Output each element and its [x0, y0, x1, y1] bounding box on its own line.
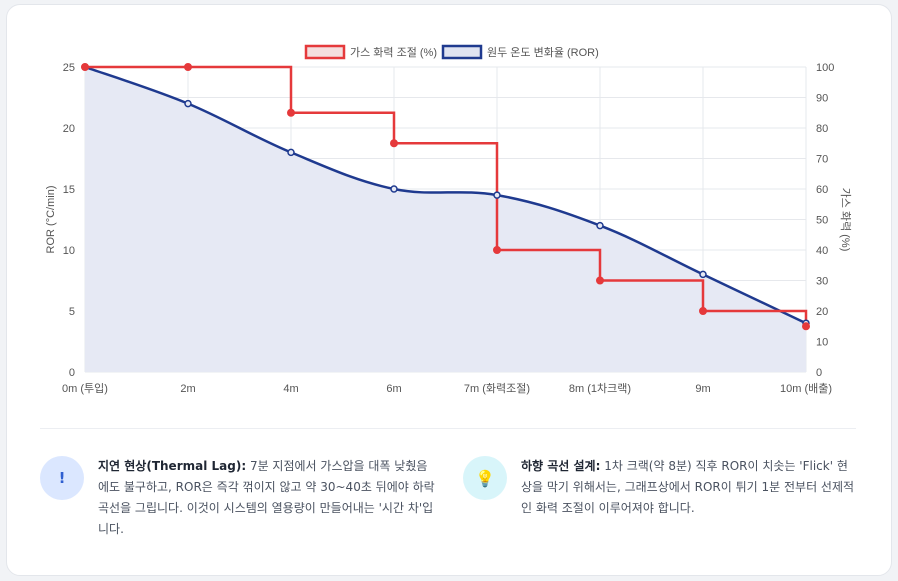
y2-tick-label: 100: [816, 62, 834, 74]
legend-label: 원두 온도 변화율 (ROR): [487, 46, 599, 59]
gas-point[interactable]: [81, 63, 89, 71]
y2-tick-label: 90: [816, 93, 828, 105]
gas-point[interactable]: [184, 63, 192, 71]
y2-tick-label: 30: [816, 276, 828, 288]
y2-tick-label: 60: [816, 184, 828, 196]
y2-tick-label: 70: [816, 154, 828, 166]
chart-legend[interactable]: 가스 화력 조절 (%) 원두 온도 변화율 (ROR): [304, 44, 599, 60]
gas-point[interactable]: [596, 276, 604, 285]
y-axis-label: ROR (°C/min): [45, 186, 57, 254]
ror-point[interactable]: [390, 185, 398, 193]
divider: [40, 428, 856, 429]
ror-point[interactable]: [596, 221, 604, 230]
ror-area-fill: [85, 67, 806, 372]
x-tick-label: 9m: [695, 383, 710, 395]
x-tick-label: 0m (투입): [62, 382, 108, 395]
x-tick-label: 2m: [180, 383, 195, 395]
y-tick-label: 20: [63, 123, 75, 135]
note-body: 7분 지점에서 가스압을 대폭 낮췄음에도 불구하고, ROR은 즉각 꺾이지 …: [98, 459, 435, 536]
note-text: 지연 현상(Thermal Lag): 7분 지점에서 가스압을 대폭 낮췄음에…: [98, 456, 436, 540]
note-title: 지연 현상(Thermal Lag):: [98, 459, 247, 473]
ror-point[interactable]: [184, 99, 192, 108]
note-thermal-lag: ! 지연 현상(Thermal Lag): 7분 지점에서 가스압을 대폭 낮췄…: [40, 456, 436, 540]
y2-axis-label: 가스 화력 (%): [839, 188, 852, 252]
x-tick-label: 7m (화력조절): [464, 382, 530, 395]
x-tick-label: 4m: [283, 383, 298, 395]
x-tick-label: 6m: [386, 383, 401, 395]
y-tick-label: 15: [63, 184, 75, 196]
note-curve-design: 💡 하향 곡선 설계: 1차 크랙(약 8분) 직후 ROR이 치솟는 'Fli…: [463, 456, 856, 519]
ror-point[interactable]: [699, 270, 707, 279]
y2-tick-label: 80: [816, 123, 828, 135]
y2-tick-label: 50: [816, 215, 828, 227]
ror-point[interactable]: [287, 148, 295, 157]
legend-swatch: [304, 44, 346, 60]
note-title: 하향 곡선 설계:: [521, 459, 601, 473]
y2-tick-label: 40: [816, 245, 828, 257]
y2-tick-label: 10: [816, 337, 828, 349]
y-tick-label: 5: [69, 306, 75, 318]
y2-tick-label: 20: [816, 306, 828, 318]
gas-point[interactable]: [802, 322, 810, 331]
y-tick-label: 0: [69, 367, 75, 379]
gas-point[interactable]: [699, 307, 707, 315]
y-tick-label: 25: [63, 62, 75, 74]
x-tick-label: 10m (배출): [780, 382, 832, 395]
ror-point[interactable]: [493, 191, 501, 199]
exclamation-icon: !: [40, 456, 84, 500]
x-tick-label: 8m (1차크랙): [569, 382, 631, 395]
ror-series-line: [84, 65, 807, 325]
note-body: 1차 크랙(약 8분) 직후 ROR이 치솟는 'Flick' 현상을 막기 위…: [521, 459, 855, 515]
lightbulb-icon: 💡: [463, 456, 507, 500]
gas-point[interactable]: [390, 139, 398, 148]
legend-swatch: [441, 44, 483, 60]
y-tick-label: 10: [63, 245, 75, 257]
note-text: 하향 곡선 설계: 1차 크랙(약 8분) 직후 ROR이 치솟는 'Flick…: [521, 456, 856, 519]
legend-label: 가스 화력 조절 (%): [350, 46, 437, 59]
gas-point[interactable]: [287, 108, 295, 117]
gas-point[interactable]: [493, 246, 501, 254]
y2-tick-label: 0: [816, 367, 822, 379]
